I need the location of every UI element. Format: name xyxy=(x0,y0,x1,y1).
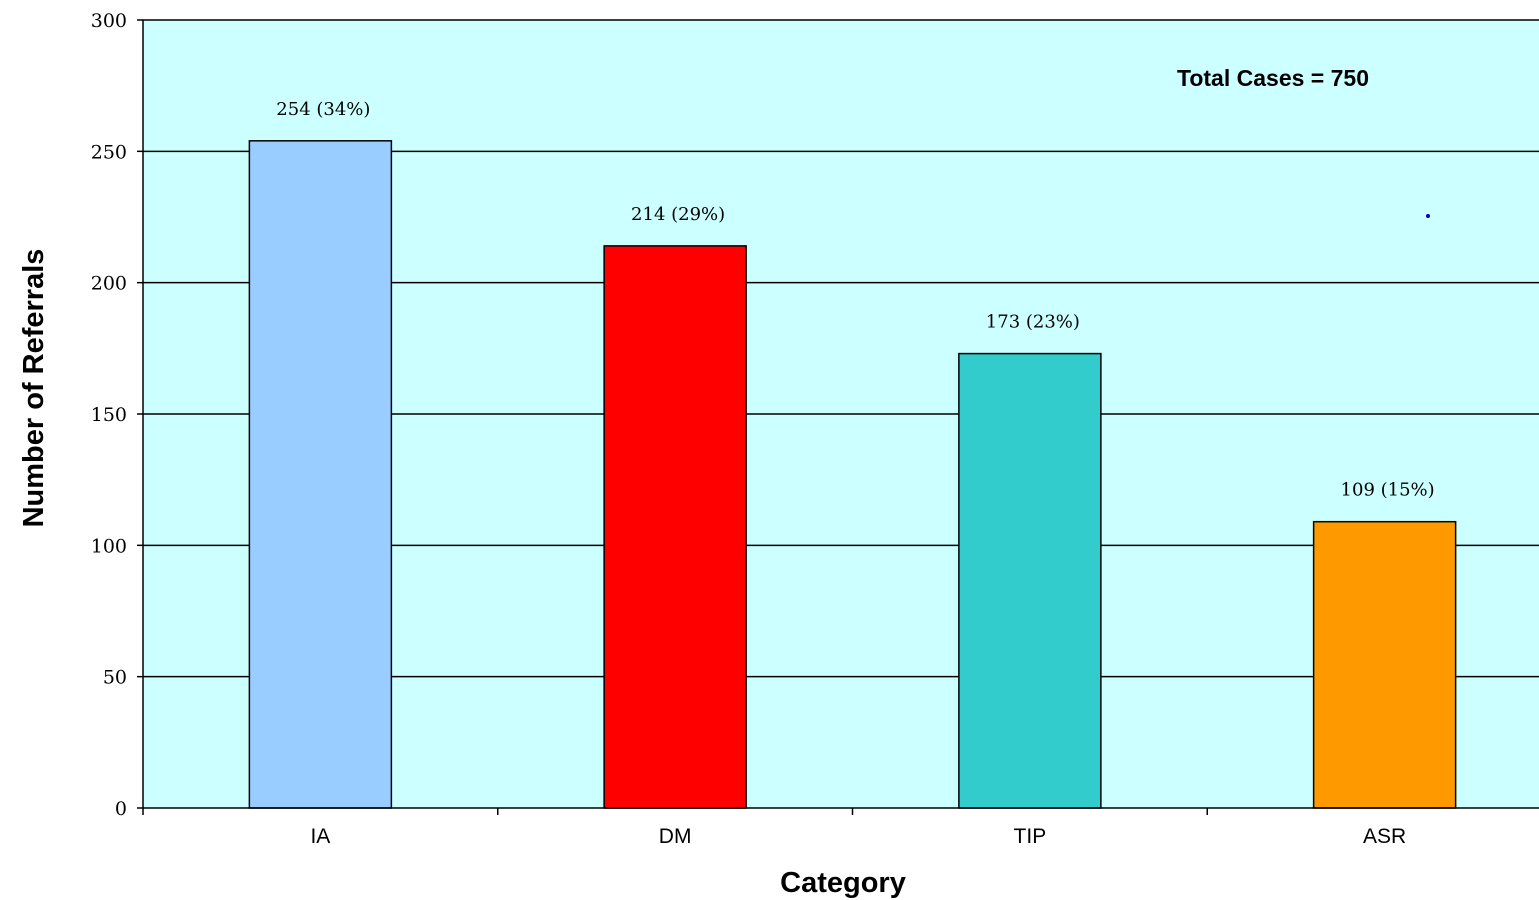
y-tick-label-300: 300 xyxy=(91,10,127,32)
y-tick-label-150: 150 xyxy=(91,404,127,426)
x-axis-title: Category xyxy=(780,867,906,899)
x-axis-ticks: IA DM TIP ASR xyxy=(142,808,1406,848)
stray-dot xyxy=(1426,214,1430,218)
y-tick-label-200: 200 xyxy=(91,273,127,295)
total-cases-annotation: Total Cases = 750 xyxy=(1177,65,1369,91)
data-labels: 254 (34%) 214 (29%) 173 (23%) 109 (15%) xyxy=(276,99,1434,501)
y-tick-label-250: 250 xyxy=(91,141,127,163)
bars xyxy=(248,140,1457,809)
data-label-ia: 254 (34%) xyxy=(276,99,370,120)
bar-ia xyxy=(248,140,393,809)
x-tick-label-asr: ASR xyxy=(1363,825,1406,848)
y-tick-label-100: 100 xyxy=(91,535,127,557)
bar-dm xyxy=(603,245,747,809)
data-label-asr: 109 (15%) xyxy=(1341,480,1435,501)
y-tick-label-0: 0 xyxy=(115,798,127,820)
x-tick-label-ia: IA xyxy=(310,825,330,848)
data-label-dm: 214 (29%) xyxy=(631,204,725,225)
bar-asr xyxy=(1312,520,1457,809)
data-label-tip: 173 (23%) xyxy=(986,312,1080,333)
y-axis-title: Number of Referrals xyxy=(18,249,50,528)
x-tick-label-tip: TIP xyxy=(1014,825,1047,848)
bar-tip xyxy=(958,352,1102,809)
y-tick-label-50: 50 xyxy=(103,667,127,689)
x-tick-label-dm: DM xyxy=(659,825,692,848)
y-axis-ticks: 0 50 100 150 200 250 300 xyxy=(91,10,143,820)
